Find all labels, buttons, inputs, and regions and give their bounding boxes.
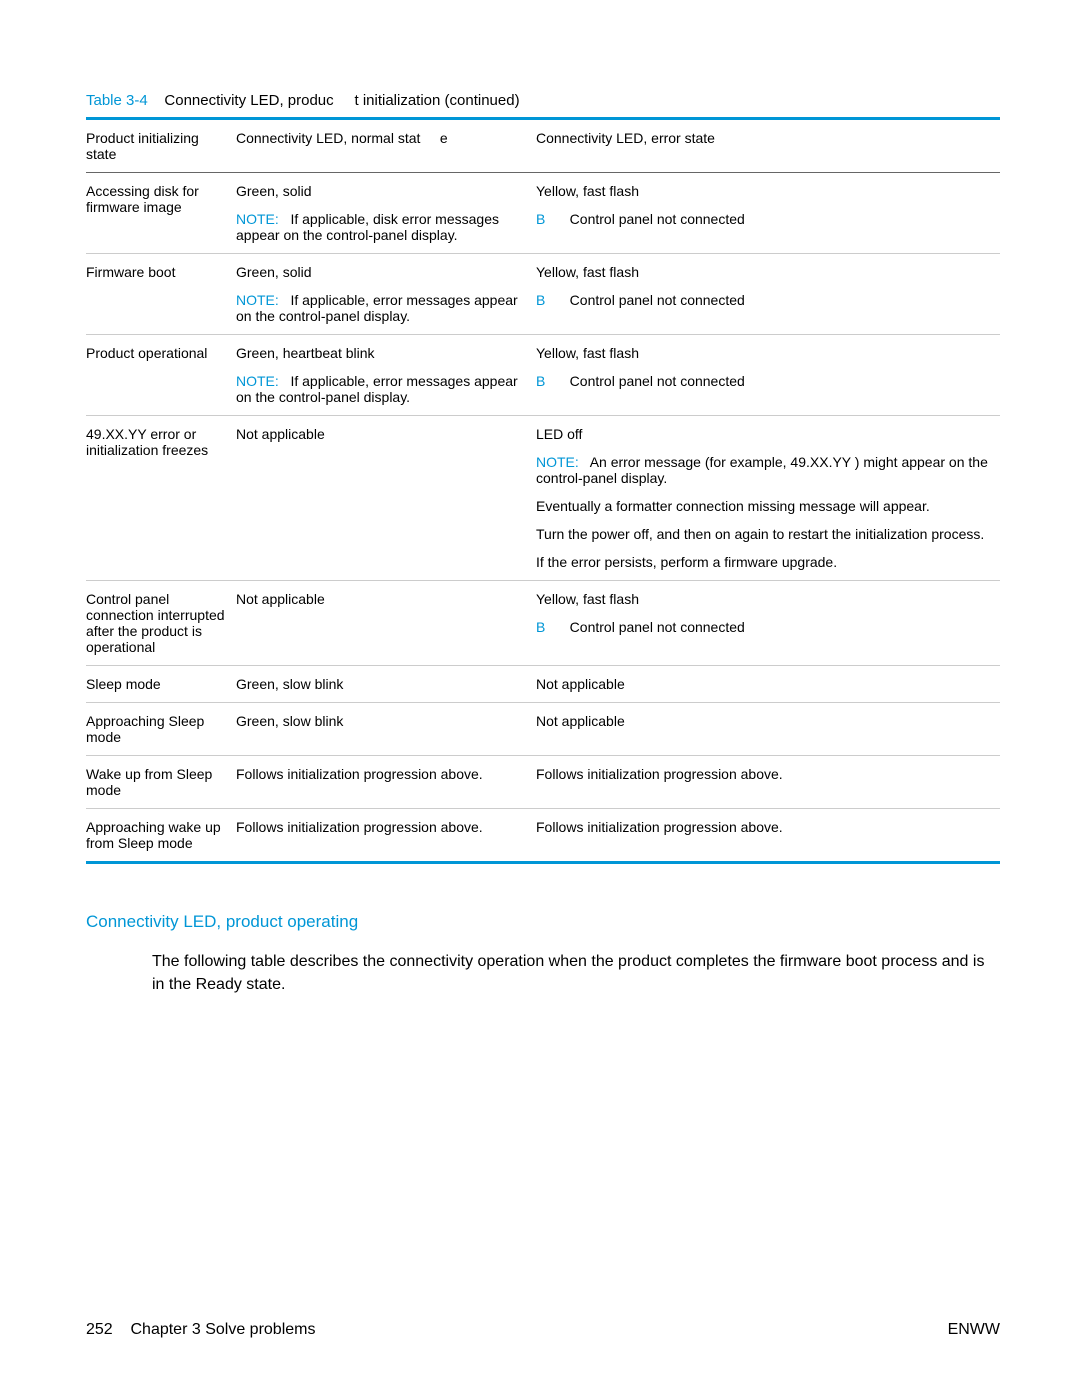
cell-error: Yellow, fast flash B Control panel not c… [536, 254, 1000, 335]
cell-state: Wake up from Sleep mode [86, 756, 236, 809]
b-text: Control panel not connected [570, 292, 745, 308]
cell-state: Product operational [86, 335, 236, 416]
b-text: Control panel not connected [570, 619, 745, 635]
cell-error: Follows initialization progression above… [536, 756, 1000, 809]
cell-error: Yellow, fast flash B Control panel not c… [536, 173, 1000, 254]
cell-error: LED off NOTE: An error message (for exam… [536, 416, 1000, 581]
table-title-a: Connectivity LED, produc [164, 92, 333, 109]
table-row: Control panel connection interrupted aft… [86, 581, 1000, 666]
cell-b: B Control panel not connected [536, 619, 992, 635]
table-row: Accessing disk for firmware image Green,… [86, 173, 1000, 254]
cell-normal: Green, solid NOTE: If applicable, disk e… [236, 173, 536, 254]
cell-state: 49.XX.YY error or initialization freezes [86, 416, 236, 581]
cell-note: NOTE: An error message (for example, 49.… [536, 454, 992, 486]
cell-normal: Green, heartbeat blink NOTE: If applicab… [236, 335, 536, 416]
cell-error: Yellow, fast flash B Control panel not c… [536, 335, 1000, 416]
cell-text: Yellow, fast flash [536, 264, 992, 280]
cell-b: B Control panel not connected [536, 373, 992, 389]
b-label: B [536, 292, 558, 308]
table-row: 49.XX.YY error or initialization freezes… [86, 416, 1000, 581]
cell-text: Turn the power off, and then on again to… [536, 526, 992, 542]
table-row: Approaching Sleep mode Green, slow blink… [86, 703, 1000, 756]
table-row: Approaching wake up from Sleep mode Foll… [86, 809, 1000, 862]
cell-text: Yellow, fast flash [536, 183, 992, 199]
b-label: B [536, 211, 558, 227]
connectivity-led-table: Product initializing state Connectivity … [86, 117, 1000, 861]
cell-text: If the error persists, perform a firmwar… [536, 554, 992, 570]
page-footer: 252 Chapter 3 Solve problems ENWW [86, 1321, 1000, 1339]
header-col2: Connectivity LED, normal stat e [236, 119, 536, 173]
cell-note: NOTE: If applicable, error messages appe… [236, 292, 528, 324]
note-text: If applicable, error messages appear on … [236, 373, 518, 405]
section-body: The following table describes the connec… [152, 950, 1000, 996]
cell-normal: Green, slow blink [236, 666, 536, 703]
cell-error: Not applicable [536, 666, 1000, 703]
cell-text: Green, solid [236, 264, 528, 280]
cell-normal: Green, solid NOTE: If applicable, error … [236, 254, 536, 335]
cell-normal: Green, slow blink [236, 703, 536, 756]
cell-state: Control panel connection interrupted aft… [86, 581, 236, 666]
note-text: An error message (for example, 49.XX.YY … [536, 454, 988, 486]
cell-note: NOTE: If applicable, error messages appe… [236, 373, 528, 405]
table-row: Firmware boot Green, solid NOTE: If appl… [86, 254, 1000, 335]
b-text: Control panel not connected [570, 373, 745, 389]
b-label: B [536, 373, 558, 389]
b-label: B [536, 619, 558, 635]
table-row: Sleep mode Green, slow blink Not applica… [86, 666, 1000, 703]
cell-error: Follows initialization progression above… [536, 809, 1000, 862]
cell-state: Firmware boot [86, 254, 236, 335]
cell-state: Approaching Sleep mode [86, 703, 236, 756]
b-text: Control panel not connected [570, 211, 745, 227]
cell-text: Eventually a formatter connection missin… [536, 498, 992, 514]
cell-b: B Control panel not connected [536, 211, 992, 227]
table-end-rule [86, 861, 1000, 864]
cell-text: Yellow, fast flash [536, 591, 992, 607]
cell-text: LED off [536, 426, 992, 442]
header-col2-a: Connectivity LED, normal stat [236, 130, 420, 146]
cell-note: NOTE: If applicable, disk error messages… [236, 211, 528, 243]
table-row: Product operational Green, heartbeat bli… [86, 335, 1000, 416]
page-number: 252 [86, 1321, 113, 1338]
cell-error: Yellow, fast flash B Control panel not c… [536, 581, 1000, 666]
cell-state: Sleep mode [86, 666, 236, 703]
section-heading: Connectivity LED, product operating [86, 912, 1000, 932]
cell-normal: Not applicable [236, 416, 536, 581]
note-label: NOTE: [236, 211, 279, 227]
table-title-b: t initialization (continued) [354, 92, 519, 109]
note-label: NOTE: [236, 292, 279, 308]
table-number: Table 3-4 [86, 92, 148, 109]
cell-error: Not applicable [536, 703, 1000, 756]
table-row: Wake up from Sleep mode Follows initiali… [86, 756, 1000, 809]
cell-state: Approaching wake up from Sleep mode [86, 809, 236, 862]
cell-text: Green, heartbeat blink [236, 345, 528, 361]
note-label: NOTE: [236, 373, 279, 389]
chapter-title: Chapter 3 Solve problems [130, 1321, 315, 1338]
header-col2-b: e [440, 130, 448, 146]
cell-normal: Follows initialization progression above… [236, 756, 536, 809]
table-caption: Table 3-4 Connectivity LED, produc t ini… [86, 92, 1000, 109]
note-label: NOTE: [536, 454, 579, 470]
cell-text: Yellow, fast flash [536, 345, 992, 361]
footer-left: 252 Chapter 3 Solve problems [86, 1321, 315, 1339]
header-col1: Product initializing state [86, 119, 236, 173]
cell-state: Accessing disk for firmware image [86, 173, 236, 254]
footer-right: ENWW [948, 1321, 1000, 1339]
cell-normal: Not applicable [236, 581, 536, 666]
header-col3: Connectivity LED, error state [536, 119, 1000, 173]
cell-normal: Follows initialization progression above… [236, 809, 536, 862]
note-text: If applicable, error messages appear on … [236, 292, 518, 324]
cell-text: Green, solid [236, 183, 528, 199]
cell-b: B Control panel not connected [536, 292, 992, 308]
